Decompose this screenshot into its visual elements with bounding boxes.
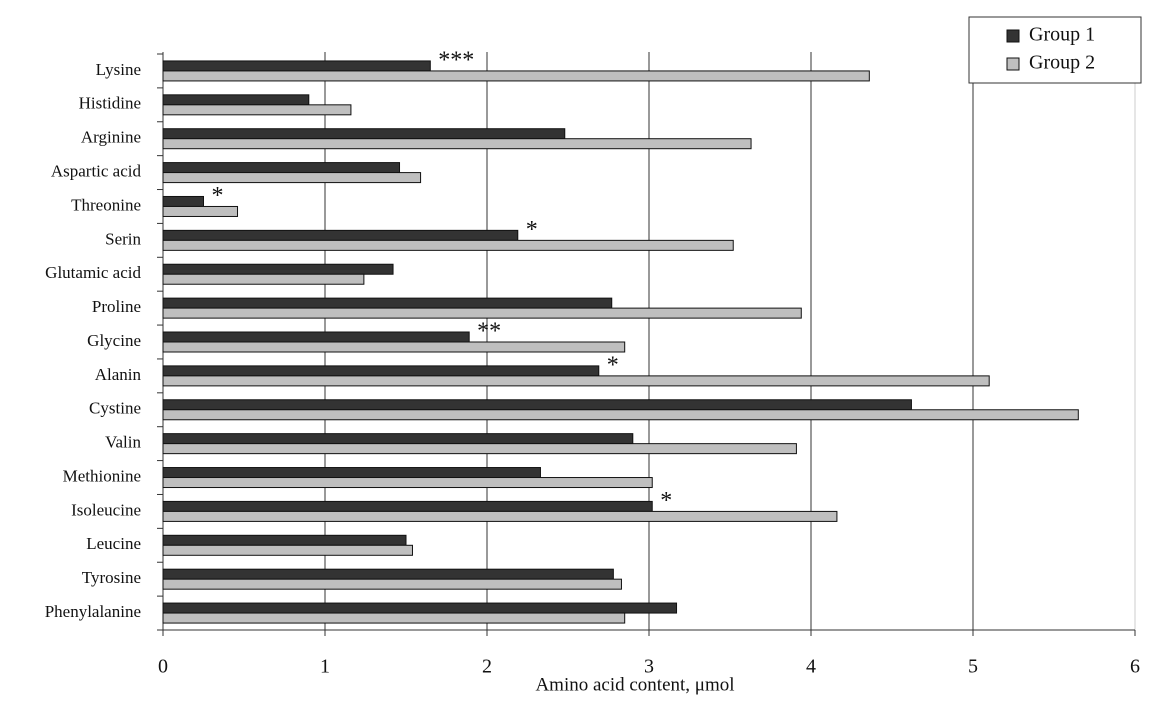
- y-tick-label: Tyrosine: [82, 568, 141, 587]
- bar: [162, 467, 541, 479]
- bar: [162, 205, 239, 217]
- significance-label: *: [660, 488, 672, 514]
- x-tick-label: 3: [644, 656, 654, 678]
- x-tick-label: 0: [158, 656, 168, 678]
- y-tick-label: Lysine: [96, 60, 141, 79]
- x-tick-label: 1: [320, 656, 330, 678]
- bar: [162, 375, 990, 387]
- legend-swatch: [1006, 57, 1020, 71]
- bar: [162, 195, 204, 207]
- bar: [162, 544, 413, 556]
- significance-label: ***: [438, 47, 474, 73]
- legend-label: Group 2: [1029, 52, 1095, 74]
- bar: [162, 273, 365, 285]
- bar: [162, 104, 352, 116]
- y-tick-label: Histidine: [79, 94, 141, 113]
- y-tick-label: Arginine: [81, 128, 141, 147]
- y-tick-label: Leucine: [86, 534, 141, 553]
- bar: [162, 534, 407, 546]
- bar: [162, 578, 622, 590]
- legend-box: [968, 16, 1142, 84]
- bar: [162, 239, 734, 251]
- bar: [162, 443, 797, 455]
- bar: [162, 602, 678, 614]
- bar: [162, 128, 566, 140]
- y-tick-label: Cystine: [89, 399, 141, 418]
- bar: [162, 60, 431, 72]
- y-tick-label: Threonine: [71, 195, 141, 214]
- x-axis-label: Amino acid content, μmol: [535, 674, 734, 695]
- bar: [162, 297, 613, 309]
- significance-label: **: [477, 319, 501, 345]
- bar: [162, 138, 752, 150]
- bar: [162, 341, 626, 353]
- x-tick-label: 5: [968, 656, 978, 678]
- y-tick-label: Valin: [105, 433, 141, 452]
- y-tick-label: Alanin: [95, 365, 142, 384]
- bar: [162, 70, 870, 82]
- y-tick-label: Glutamic acid: [45, 263, 141, 282]
- bar: [162, 477, 653, 489]
- bar: [162, 331, 470, 343]
- bar: [162, 263, 394, 275]
- x-tick-label: 6: [1130, 656, 1140, 678]
- bar: [162, 229, 519, 241]
- bar: [162, 433, 634, 445]
- bar: [162, 568, 614, 580]
- legend-label: Group 1: [1029, 24, 1095, 46]
- y-tick-label: Aspartic acid: [51, 161, 142, 180]
- x-tick-label: 2: [482, 656, 492, 678]
- bar: [162, 307, 802, 319]
- significance-label: *: [212, 183, 224, 209]
- bar: [162, 162, 401, 174]
- x-tick-label: 4: [806, 656, 816, 678]
- bar: [162, 500, 653, 512]
- y-tick-label: Isoleucine: [71, 500, 141, 519]
- significance-label: *: [526, 217, 538, 243]
- y-tick-label: Phenylalanine: [45, 602, 141, 621]
- significance-label: *: [607, 352, 619, 378]
- bar: [162, 409, 1079, 421]
- bar: [162, 172, 422, 184]
- y-tick-label: Methionine: [63, 466, 141, 485]
- bar: [162, 399, 912, 411]
- legend-swatch: [1006, 29, 1020, 43]
- y-tick-label: Glycine: [87, 331, 141, 350]
- bar: [162, 510, 838, 522]
- bar: [162, 365, 600, 377]
- bar: [162, 94, 310, 106]
- bar: [162, 612, 626, 624]
- y-tick-label: Proline: [92, 297, 141, 316]
- y-tick-label: Serin: [105, 229, 141, 248]
